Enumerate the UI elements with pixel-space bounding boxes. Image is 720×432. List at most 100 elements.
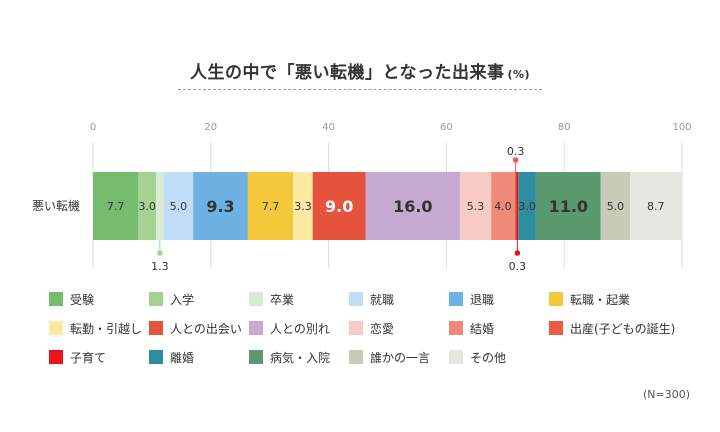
legend-label: 人との別れ [270,321,330,336]
legend-label: 子育て [70,350,107,365]
legend-label: 誰かの一言 [370,350,431,365]
legend-item: 結婚 [449,320,494,336]
legend-label: 出産(子どもの誕生) [570,321,676,336]
chart-title: 人生の中で「悪い転機」となった出来事 (%) [190,63,530,83]
legend-item: 転職・起業 [549,291,630,307]
chart-title-text: 人生の中で「悪い転機」となった出来事 [189,63,505,83]
legend-item: 出産(子どもの誕生) [549,320,675,336]
legend-swatch [149,292,163,306]
bar-segment [138,172,157,240]
bar-segment [516,172,519,240]
legend-item: 就職 [349,291,394,307]
legend-item: 人との別れ [249,320,330,336]
legend-swatch [249,350,263,364]
sample-size-note: (N=300) [642,388,690,401]
legend-label: 恋愛 [370,321,395,336]
legend-item: 卒業 [249,291,294,307]
data-label: 16.0 [393,197,432,216]
chart-title-unit: (%) [507,68,531,81]
legend-swatch [49,292,63,306]
bar-segment [491,172,515,240]
legend-item: 誰かの一言 [349,349,430,365]
bar-segment [630,172,682,240]
legend-item: 離婚 [149,349,194,365]
bar-segment [156,172,164,240]
legend-label: 入学 [170,292,195,307]
category-label: 悪い転機 [32,198,80,213]
bar-segment [312,172,366,240]
legend-label: その他 [470,350,507,365]
bar-segment [518,172,536,240]
data-label: 11.0 [549,197,588,216]
data-label: 5.0 [170,200,188,213]
legend-swatch [449,292,463,306]
bar-segment [535,172,601,240]
legend-swatch [49,350,63,364]
legend-label: 病気・入院 [270,350,331,365]
data-label: 3.3 [294,200,312,213]
legend-label: 受験 [70,292,95,307]
x-tick-label: 80 [558,122,571,133]
legend-item: 受験 [49,291,94,307]
legend-swatch [449,350,463,364]
callout-marker [157,250,163,256]
bar-segment [365,172,460,240]
data-label: 5.0 [607,200,625,213]
data-label: 3.0 [138,200,156,213]
legend-item: 子育て [49,349,106,365]
legend-swatch [349,292,363,306]
callout-label: 1.3 [151,260,169,273]
bar-segment [163,172,194,240]
legend-swatch [249,292,263,306]
x-tick-label: 0 [90,122,96,133]
legend-swatch [449,321,463,335]
legend-label: 就職 [370,292,395,307]
bar-segment [193,172,248,240]
title-underline [178,89,542,90]
callout-marker [512,157,519,163]
legend-swatch [549,321,563,335]
bar-segment [459,172,492,240]
legend-swatch [349,321,363,335]
bar-segment [514,172,517,240]
legend-label: 人との出会い [170,321,242,336]
bar-segment [600,172,631,240]
legend-swatch [149,321,163,335]
x-tick-label: 100 [672,122,691,133]
bar-segment [93,172,139,240]
legend-item: 転勤・引越し [49,320,142,336]
legend-item: 病気・入院 [249,349,330,365]
legend-item: その他 [449,349,506,365]
legend-swatch [549,292,563,306]
legend-swatch [349,350,363,364]
legend-label: 退職 [470,292,495,307]
bar-segment [293,172,313,240]
chart-title-block: 人生の中で「悪い転機」となった出来事 (%) [0,58,720,83]
x-tick-label: 60 [440,122,453,133]
legend-label: 卒業 [270,292,295,307]
legend-item: 人との出会い [149,320,242,336]
callout-label: 0.3 [507,145,525,158]
legend-item: 入学 [149,291,194,307]
legend-item: 退職 [449,291,494,307]
legend-label: 転勤・引越し [70,321,143,336]
legend-label: 結婚 [470,321,495,336]
bar-segment [247,172,294,240]
callout-marker [514,250,521,256]
data-label: 5.3 [467,200,485,213]
legend-label: 転職・起業 [570,292,631,307]
data-label: 7.7 [262,200,280,213]
data-label: 4.0 [494,200,512,213]
data-label: 7.7 [107,200,125,213]
data-label: 3.0 [518,200,536,213]
data-label: 9.3 [206,197,234,216]
x-tick-label: 20 [204,122,217,133]
legend-swatch [249,321,263,335]
legend-label: 離婚 [170,350,195,365]
data-label: 8.7 [647,200,665,213]
legend-swatch [49,321,63,335]
x-tick-label: 40 [322,122,335,133]
legend-item: 恋愛 [349,320,394,336]
data-label: 9.0 [325,197,353,216]
